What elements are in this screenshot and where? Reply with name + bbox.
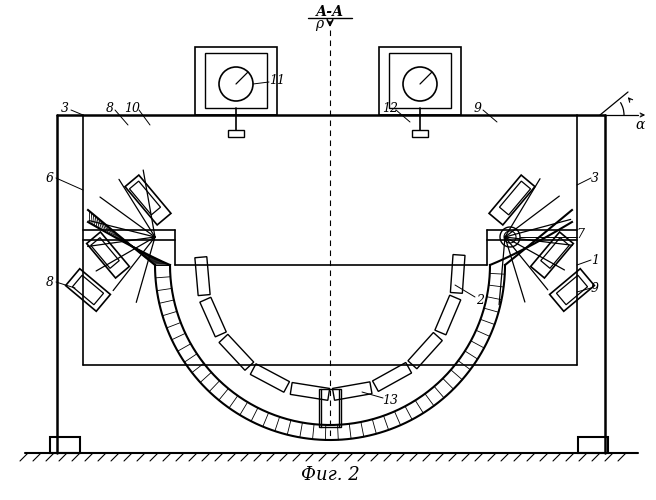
Bar: [578, 437, 608, 453]
Text: 10: 10: [124, 102, 140, 114]
Text: 8: 8: [46, 276, 54, 288]
Text: ρ: ρ: [315, 17, 323, 31]
Text: 9: 9: [474, 102, 482, 114]
Text: 9: 9: [591, 282, 599, 294]
Bar: [228, 130, 244, 137]
Text: 11: 11: [269, 74, 285, 86]
Text: 3: 3: [591, 172, 599, 184]
Text: 13: 13: [382, 394, 398, 406]
Text: 7: 7: [576, 228, 584, 241]
Text: 3: 3: [61, 102, 69, 114]
Text: А-А: А-А: [316, 5, 344, 19]
Text: 8: 8: [106, 102, 114, 114]
Text: 1: 1: [591, 254, 599, 266]
Text: 12: 12: [382, 102, 398, 114]
Text: 2: 2: [476, 294, 484, 306]
Bar: [379, 47, 461, 115]
Text: α: α: [635, 118, 645, 132]
Bar: [195, 47, 277, 115]
Bar: [389, 53, 451, 108]
Bar: [50, 437, 80, 453]
Bar: [412, 130, 428, 137]
Text: 6: 6: [46, 172, 54, 184]
Text: Фиг. 2: Фиг. 2: [300, 466, 359, 484]
Bar: [205, 53, 267, 108]
